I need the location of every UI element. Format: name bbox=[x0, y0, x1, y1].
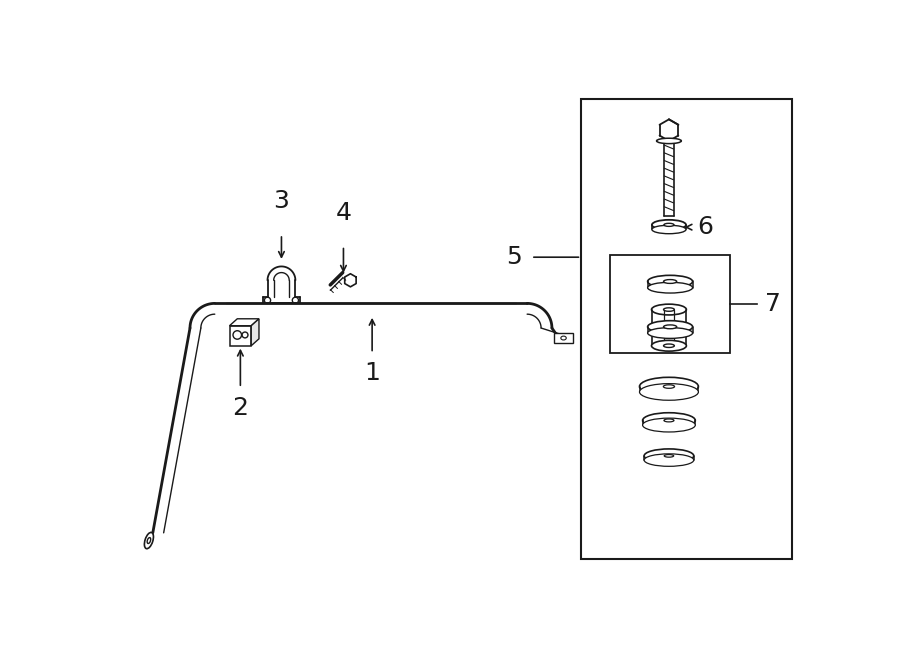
Polygon shape bbox=[230, 319, 259, 326]
Ellipse shape bbox=[648, 328, 693, 338]
Text: 4: 4 bbox=[336, 201, 351, 225]
Ellipse shape bbox=[648, 282, 693, 293]
Ellipse shape bbox=[664, 455, 674, 457]
Ellipse shape bbox=[664, 419, 674, 422]
Ellipse shape bbox=[656, 138, 681, 143]
Text: 2: 2 bbox=[232, 396, 248, 420]
Ellipse shape bbox=[663, 325, 677, 329]
Ellipse shape bbox=[640, 383, 698, 401]
Text: 3: 3 bbox=[274, 188, 290, 213]
Ellipse shape bbox=[648, 321, 693, 333]
Ellipse shape bbox=[644, 454, 694, 466]
Ellipse shape bbox=[652, 225, 686, 234]
Bar bbox=[230, 326, 251, 346]
Ellipse shape bbox=[663, 280, 677, 284]
Ellipse shape bbox=[640, 377, 698, 396]
Ellipse shape bbox=[652, 304, 687, 315]
Ellipse shape bbox=[663, 344, 674, 348]
Bar bbox=[554, 333, 573, 342]
Ellipse shape bbox=[643, 418, 696, 432]
Ellipse shape bbox=[648, 276, 693, 288]
Ellipse shape bbox=[652, 220, 686, 230]
Text: 5: 5 bbox=[506, 245, 522, 269]
Ellipse shape bbox=[663, 385, 674, 388]
Ellipse shape bbox=[652, 340, 687, 351]
Polygon shape bbox=[251, 319, 259, 346]
Text: 7: 7 bbox=[765, 292, 781, 316]
Bar bbox=[610, 255, 730, 354]
Ellipse shape bbox=[144, 532, 154, 549]
Ellipse shape bbox=[663, 308, 674, 311]
Ellipse shape bbox=[664, 223, 674, 226]
Bar bbox=[581, 98, 792, 559]
Ellipse shape bbox=[643, 412, 696, 428]
Text: 1: 1 bbox=[364, 361, 380, 385]
Ellipse shape bbox=[644, 449, 694, 463]
Text: 6: 6 bbox=[698, 215, 714, 239]
